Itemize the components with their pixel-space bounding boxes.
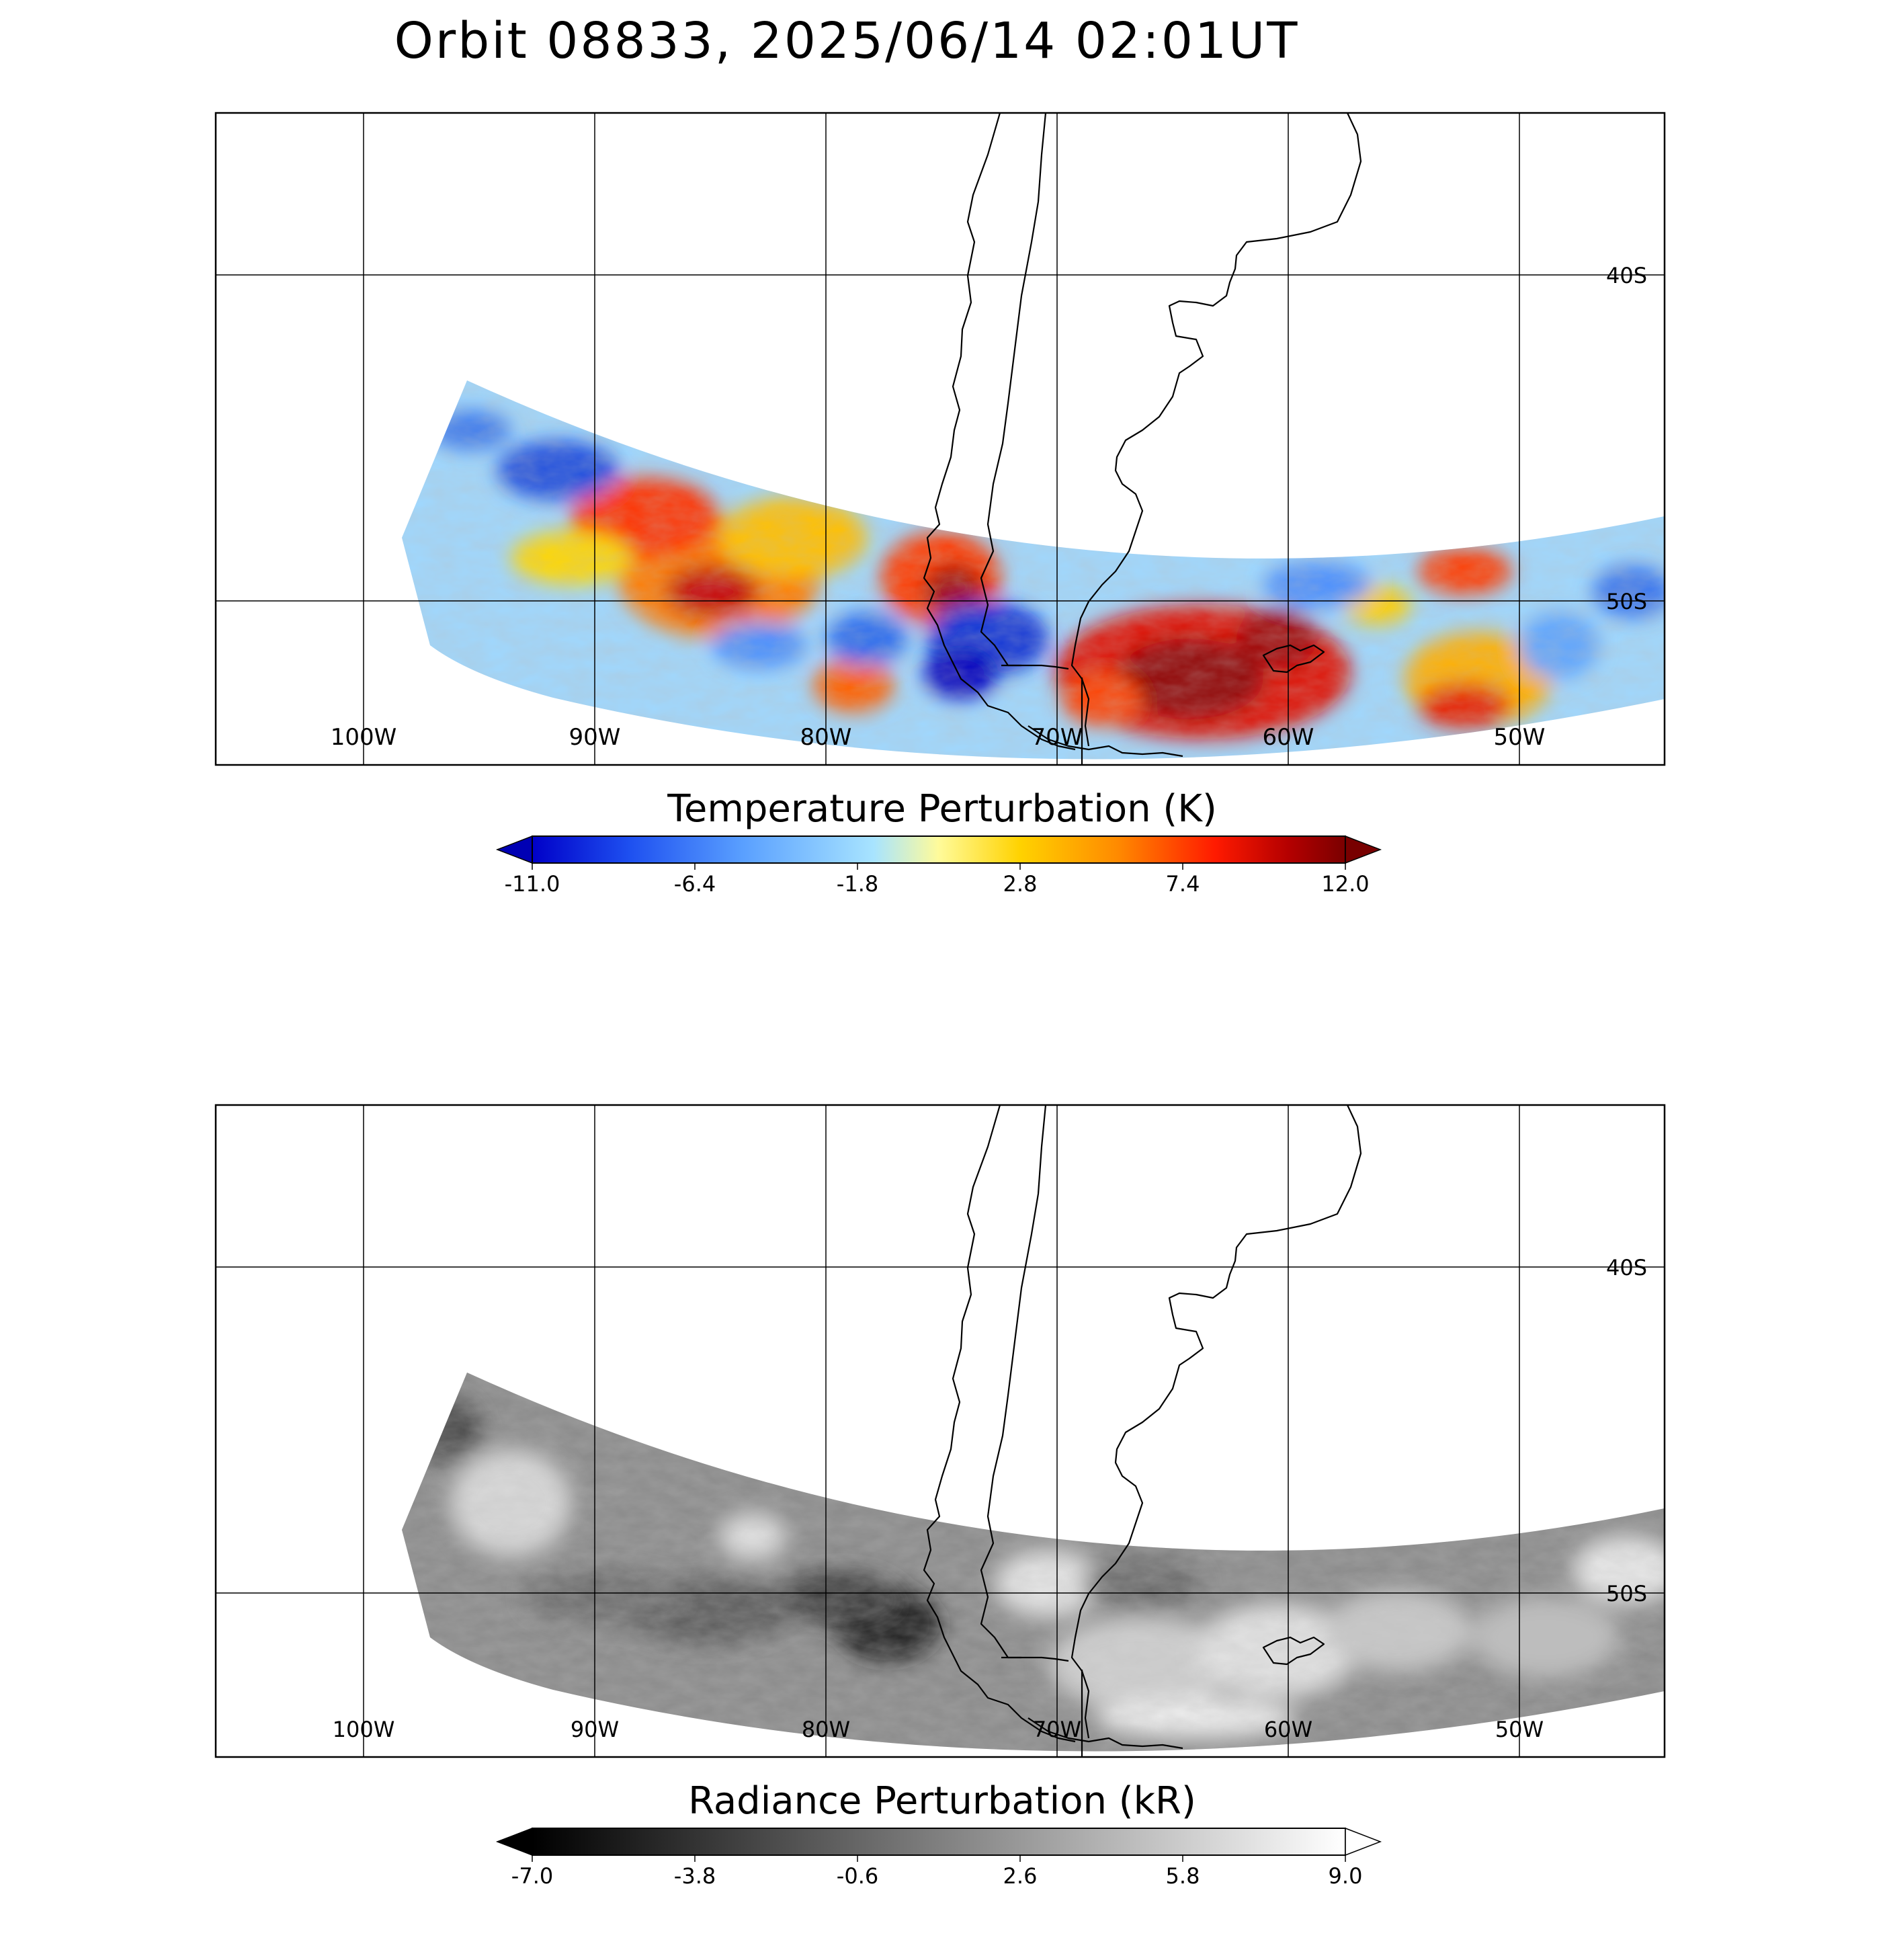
lon-label: 80W: [802, 1717, 850, 1742]
lon-label: 60W: [1264, 1717, 1312, 1742]
lon-label: 100W: [331, 724, 397, 751]
graticule: [216, 113, 1665, 765]
lon-label: 50W: [1495, 1717, 1544, 1742]
colorbar-tick-label: 7.4: [1166, 871, 1200, 897]
radiance-map-panel: 100W 90W 80W 70W 60W 50W 40S 50S Radianc…: [214, 1104, 1666, 1889]
lon-label: 90W: [569, 724, 621, 751]
colorbar-title: Temperature Perturbation (K): [667, 787, 1217, 831]
coastline: [923, 113, 1362, 765]
lat-label: 40S: [1606, 1255, 1647, 1280]
lon-label: 90W: [571, 1717, 619, 1742]
temperature-map-panel: 100W 90W 80W 70W 60W 50W 40S 50S Tempera…: [214, 112, 1666, 897]
lat-labels: 40S 50S: [1606, 263, 1647, 614]
colorbar-tick-label: 2.6: [1003, 1863, 1038, 1889]
colorbar-tick-label: 5.8: [1166, 1863, 1200, 1889]
lon-label: 80W: [800, 724, 852, 751]
colorbar-ticks: [532, 1855, 1346, 1862]
lat-label: 50S: [1606, 589, 1647, 614]
colorbar-tick-label: 9.0: [1329, 1863, 1363, 1889]
lon-labels: 100W 90W 80W 70W 60W 50W: [333, 1717, 1544, 1742]
lon-label: 60W: [1263, 724, 1314, 751]
colorbar-tick-label: -3.8: [674, 1863, 716, 1889]
lon-label: 100W: [333, 1717, 395, 1742]
lat-label: 40S: [1606, 263, 1647, 288]
colorbar-tick-label: 2.8: [1003, 871, 1038, 897]
lon-label: 70W: [1032, 724, 1083, 751]
colorbar-tick-label: -11.0: [505, 871, 560, 897]
colorbar-tick-labels: -7.0 -3.8 -0.6 2.6 5.8 9.0: [511, 1863, 1363, 1889]
radiance-swath: [402, 1373, 1665, 1752]
colorbar-tick-label: -1.8: [837, 871, 878, 897]
lat-labels: 40S 50S: [1606, 1255, 1647, 1606]
map-frame: [214, 1104, 1666, 1758]
colorbar: [532, 835, 1346, 864]
lon-label: 70W: [1033, 1717, 1081, 1742]
colorbar-tick-label: -0.6: [837, 1863, 878, 1889]
coastline: [923, 1105, 1362, 1757]
graticule: [216, 1105, 1665, 1757]
lat-label: 50S: [1606, 1581, 1647, 1606]
colorbar-tick-label: 12.0: [1321, 871, 1369, 897]
colorbar-tick-label: -6.4: [674, 871, 716, 897]
colorbar-tick-labels: -11.0 -6.4 -1.8 2.8 7.4 12.0: [505, 871, 1370, 897]
plot-title: Orbit 08833, 2025/06/14 02:01UT: [394, 12, 1300, 70]
colorbar: [532, 1828, 1346, 1856]
colorbar-under-arrow: [495, 1827, 533, 1856]
colorbar-title: Radiance Perturbation (kR): [688, 1779, 1196, 1823]
lon-labels: 100W 90W 80W 70W 60W 50W: [331, 724, 1546, 751]
colorbar-ticks: [532, 863, 1346, 870]
colorbar-under-arrow: [495, 835, 533, 864]
colorbar-tick-label: -7.0: [511, 1863, 553, 1889]
map-frame: [214, 112, 1666, 766]
lon-label: 50W: [1494, 724, 1546, 751]
colorbar-over-arrow: [1345, 1827, 1382, 1856]
colorbar-over-arrow: [1345, 835, 1382, 864]
